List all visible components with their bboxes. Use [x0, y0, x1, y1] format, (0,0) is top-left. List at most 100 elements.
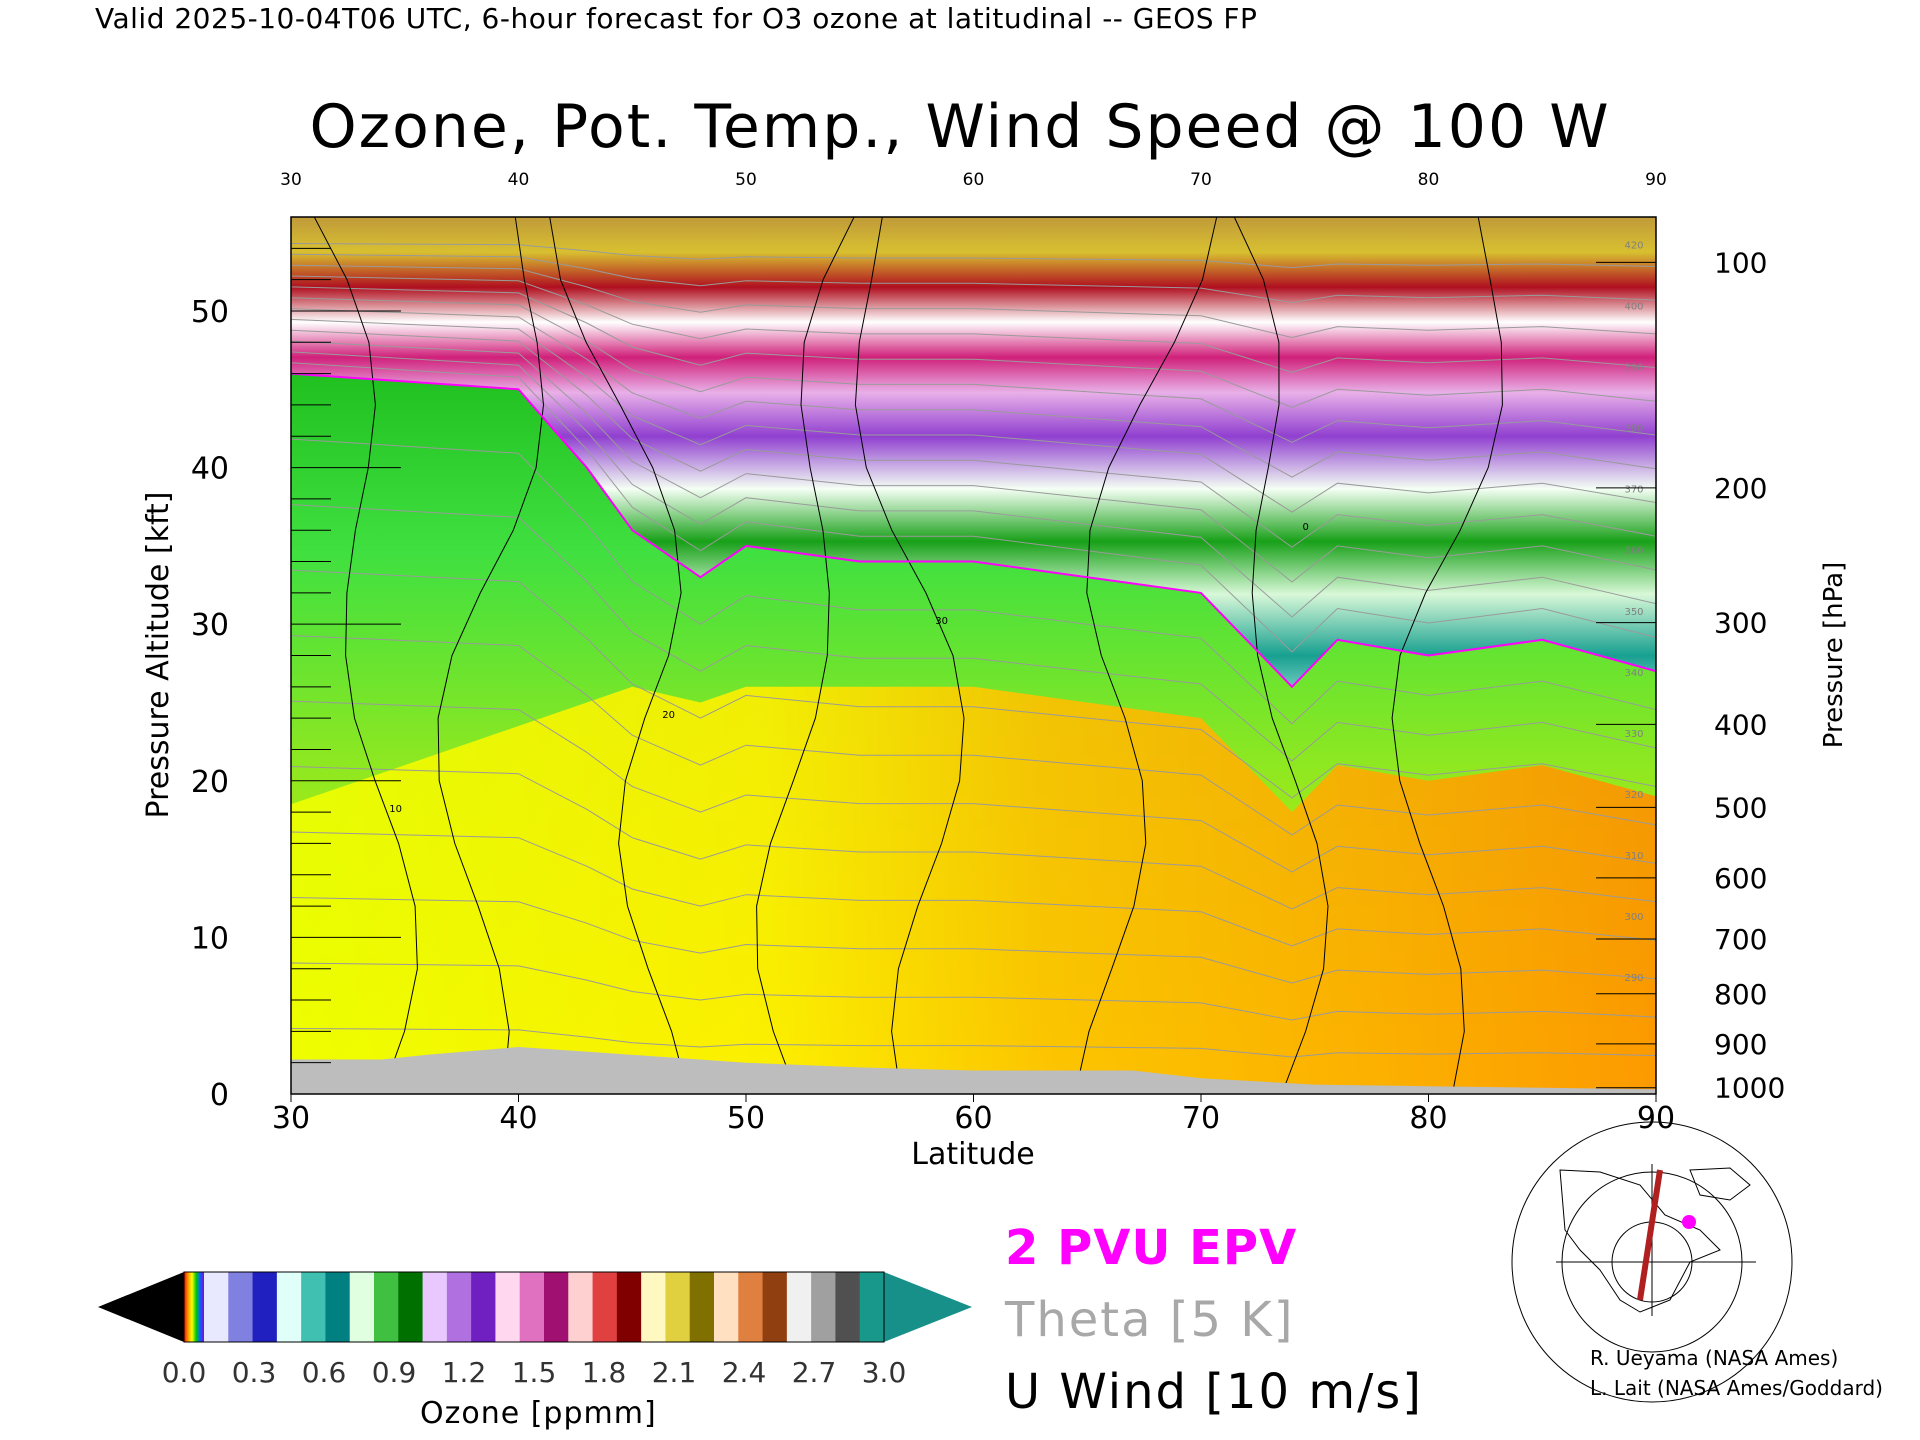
theta-contour [291, 340, 1656, 583]
u-wind-contours: 10 20 30 0 [313, 217, 1503, 1094]
colorbar-tick-label: 1.2 [442, 1356, 487, 1389]
map-coastline [1559, 1169, 1721, 1313]
theta-label: 390 [1624, 362, 1643, 373]
top-tick-label: 50 [735, 170, 757, 190]
wind-contour [854, 217, 965, 1094]
theta-contour [291, 897, 1656, 984]
theta-contour [291, 438, 1656, 725]
pressure-tick-label: 700 [1714, 923, 1767, 956]
map-coastline [1689, 1167, 1751, 1201]
colorbar-tick-label: 0.0 [162, 1356, 207, 1389]
colorbar-label: Ozone [ppmm] [420, 1396, 657, 1431]
theta-contour [291, 253, 1656, 304]
pressure-tick-label: 100 [1714, 246, 1767, 279]
credit-ueyama: R. Ueyama (NASA Ames) [1590, 1346, 1839, 1370]
forecast-header: Valid 2025-10-04T06 UTC, 6-hour forecast… [95, 2, 1258, 35]
theta-label: 360 [1624, 546, 1643, 557]
colorbar-tick-label: 0.9 [372, 1356, 417, 1389]
colorbar-segment [762, 1272, 788, 1342]
x-axis-label: Latitude [911, 1137, 1034, 1172]
theta-contour [291, 766, 1656, 910]
wind-contour [313, 217, 418, 1094]
wind-contour [756, 217, 855, 1094]
pressure-axis: 100 200 300 400 500 600 700 800 900 1000 [1596, 246, 1785, 1105]
colorbar-tick-label: 1.5 [512, 1356, 557, 1389]
y-tick-label: 40 [191, 452, 229, 487]
colorbar-segment [568, 1272, 594, 1342]
colorbar-segment [835, 1272, 861, 1342]
theta-contour [291, 297, 1656, 443]
theta-contour [291, 700, 1656, 873]
pressure-tick-label: 500 [1714, 791, 1767, 824]
y-tick-label: 10 [191, 921, 229, 956]
colorbar-segment [519, 1272, 545, 1342]
theta-label: 290 [1624, 973, 1643, 984]
colorbar-segment [665, 1272, 691, 1342]
legend-theta: Theta [5 K] [1005, 1292, 1295, 1348]
wind-label: 20 [662, 710, 675, 721]
colorbar-tick-label: 0.6 [302, 1356, 347, 1389]
pressure-tick-label: 600 [1714, 862, 1767, 895]
theta-contour [291, 275, 1656, 373]
theta-contour [291, 351, 1656, 618]
colorbar-segment [738, 1272, 764, 1342]
top-tick-label: 30 [280, 170, 302, 190]
colorbar-frame [183, 1271, 885, 1343]
y-tick-label: 0 [210, 1078, 229, 1113]
wind-label: 0 [1302, 522, 1308, 533]
chart-title: Ozone, Pot. Temp., Wind Speed @ 100 W [309, 92, 1611, 162]
top-tick-label: 60 [963, 170, 985, 190]
colorbar-segment [544, 1272, 569, 1342]
theta-label: 330 [1624, 729, 1643, 740]
theta-label: 340 [1624, 668, 1643, 679]
epv-2pvu-contour [291, 372, 1656, 689]
x-tick-label: 30 [272, 1101, 310, 1136]
pressure-tick-label: 800 [1714, 978, 1767, 1011]
theta-contour [291, 264, 1656, 339]
wind-contour [549, 217, 689, 1094]
top-tick-label: 40 [508, 170, 530, 190]
colorbar-segment [471, 1272, 496, 1342]
theta-contour [291, 308, 1656, 478]
x-tick-label: 50 [727, 1101, 765, 1136]
colorbar-segment [252, 1272, 278, 1342]
colorbar-segment [301, 1272, 326, 1342]
theta-contour [291, 569, 1656, 799]
theta-contour [291, 504, 1656, 762]
location-map [1511, 1121, 1793, 1403]
pressure-tick-label: 1000 [1714, 1072, 1785, 1105]
legend-uwind: U Wind [10 m/s] [1005, 1364, 1424, 1420]
theta-contour [291, 362, 1656, 653]
top-tick-label: 70 [1190, 170, 1212, 190]
theta-label: 300 [1624, 912, 1643, 923]
theta-label: 350 [1624, 607, 1643, 618]
y-tick-label: 30 [191, 608, 229, 643]
colorbar-tick-label: 0.3 [232, 1356, 277, 1389]
map-marker [1682, 1215, 1696, 1229]
colorbar-segment [325, 1272, 351, 1342]
cross-section-line [1637, 1169, 1663, 1301]
surface-terrain [291, 1047, 1656, 1094]
colorbar-segment [374, 1272, 399, 1342]
colorbar-tick-label: 2.1 [652, 1356, 697, 1389]
colorbar-segment [616, 1272, 642, 1342]
colorbar-segment [811, 1272, 836, 1342]
x-tick-label: 90 [1637, 1101, 1675, 1136]
colorbar-segment [495, 1272, 521, 1342]
wind-contour [1233, 217, 1329, 1094]
pressure-tick-label: 400 [1714, 708, 1767, 741]
colorbar-tick-label: 3.0 [862, 1356, 907, 1389]
colorbar-segment [714, 1272, 739, 1342]
theta-contour [291, 286, 1656, 408]
colorbar-segment [641, 1272, 666, 1342]
wind-contour [437, 217, 545, 1094]
colorbar-tick-label: 2.4 [722, 1356, 767, 1389]
colorbar-segment [276, 1272, 302, 1342]
colorbar-segment [689, 1272, 715, 1342]
wind-contour [1074, 217, 1218, 1094]
colorbar-segment [349, 1272, 375, 1342]
colorbar-segment [398, 1272, 424, 1342]
theta-contour [291, 962, 1656, 1021]
